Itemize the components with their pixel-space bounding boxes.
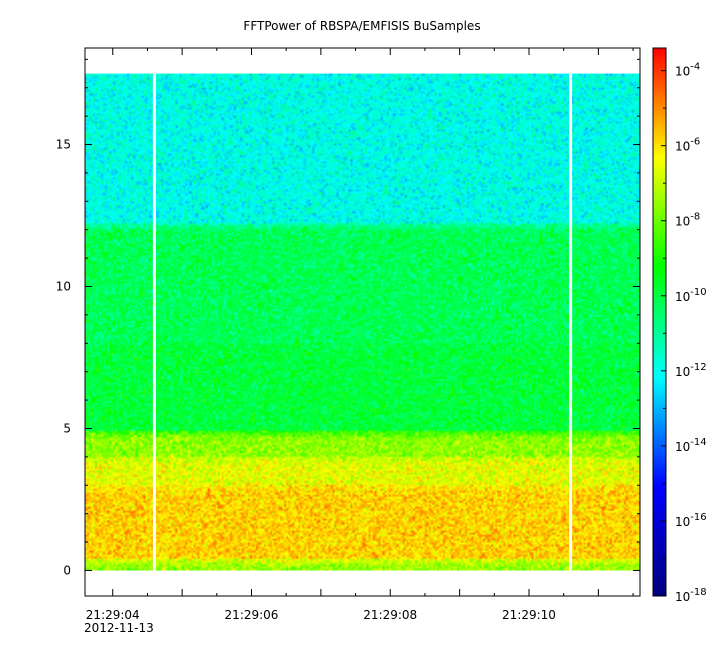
plot-area [84,47,641,597]
colorbar-tick-label: 10-10 [675,287,707,304]
colorbar-frame [652,47,667,597]
colorbar: 10-4 10-6 10-8 10-10 10-12 10-14 10-16 10-18 [652,47,707,604]
spectrogram-image [85,73,640,571]
y-tick-label: 5 [63,421,71,435]
y-tick-label: 0 [63,563,71,577]
data-gap-2 [569,73,573,571]
y-tick-label: 10 [56,280,71,294]
x-tick-label: 21:29:10 [502,608,556,622]
colorbar-tick-label: 10-6 [675,137,700,154]
data-gaps [152,73,573,571]
colorbar-tick-label: 10-14 [675,437,707,454]
colorbar-tick-label: 10-18 [675,587,707,604]
plot-frame [84,47,641,597]
data-gap-1 [152,73,156,571]
colorbar-tick-label: 10-4 [675,62,700,79]
colorbar-tick-label: 10-16 [675,512,707,529]
colorbar-gradient [653,48,666,596]
x-start-date-label: 2012-11-13 [84,621,154,635]
y-tick-label: 15 [56,138,71,152]
x-tick-label: 21:29:06 [225,608,279,622]
chart-title: FFTPower of RBSPA/EMFISIS BuSamples [243,19,480,33]
colorbar-axis: 10-4 10-6 10-8 10-10 10-12 10-14 10-16 10-18 [661,62,707,604]
colorbar-tick-label: 10-8 [675,212,700,229]
y-axis: 0 5 10 15 [56,58,640,577]
x-axis: 2012-11-13 21:29:04 21:29:06 21:29:08 21:29… [84,48,634,635]
x-tick-label: 21:29:08 [363,608,417,622]
x-tick-label: 21:29:04 [86,608,140,622]
colorbar-tick-label: 10-12 [675,362,707,379]
